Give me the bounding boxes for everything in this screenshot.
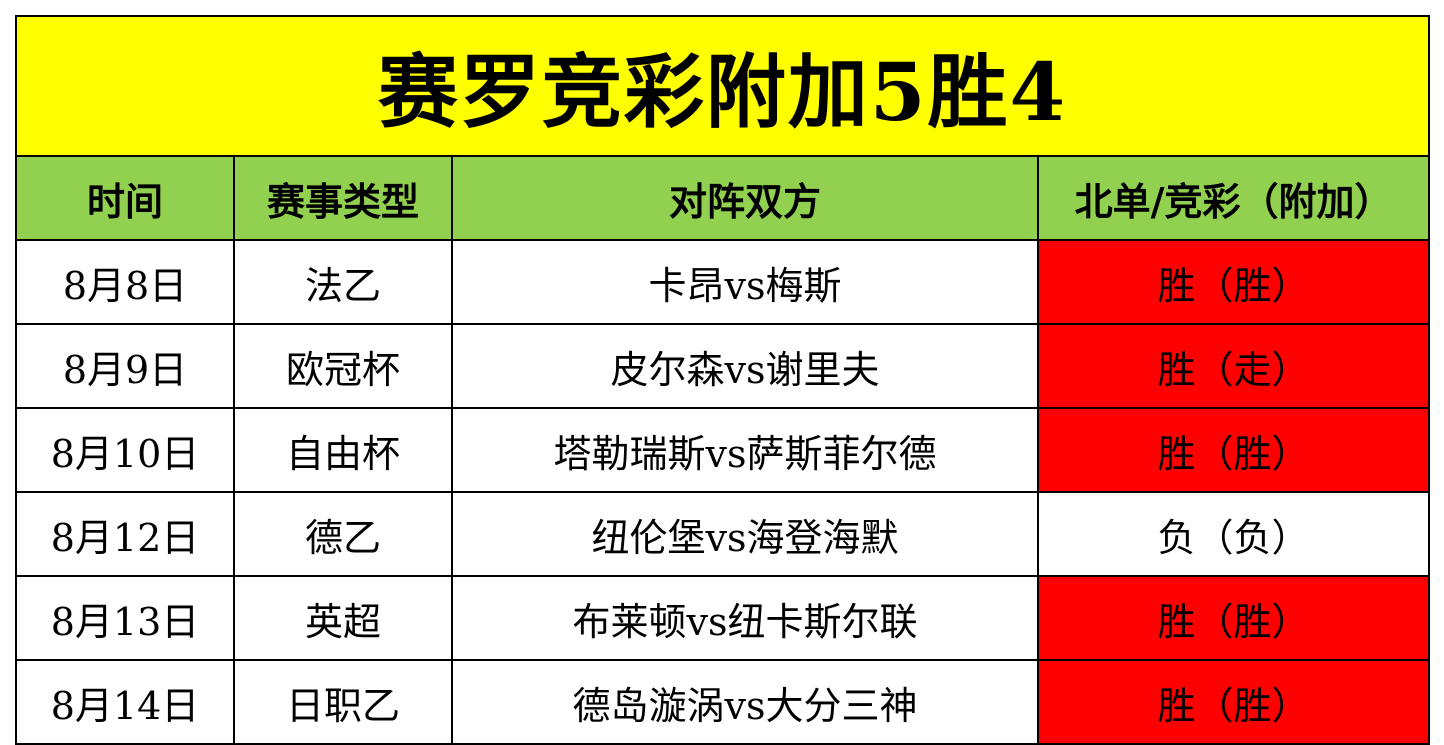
cell-time: 8月13日 — [15, 575, 235, 661]
cell-event-type: 欧冠杯 — [233, 323, 453, 409]
table-row: 8月13日 英超 布莱顿vs纽卡斯尔联 胜（胜） — [15, 575, 1431, 661]
header-row: 时间 赛事类型 对阵双方 北单/竞彩（附加） — [15, 155, 1431, 241]
cell-time: 8月14日 — [15, 659, 235, 745]
cell-time: 8月12日 — [15, 491, 235, 577]
cell-event-type: 英超 — [233, 575, 453, 661]
cell-result: 胜（胜） — [1036, 239, 1431, 325]
cell-result: 胜（走） — [1036, 323, 1431, 409]
cell-time: 8月9日 — [15, 323, 235, 409]
cell-result: 胜（胜） — [1036, 575, 1431, 661]
table-row: 8月12日 德乙 纽伦堡vs海登海默 负（负） — [15, 491, 1431, 577]
header-event-type: 赛事类型 — [233, 155, 453, 241]
cell-matchup: 卡昂vs梅斯 — [451, 239, 1039, 325]
table-row: 8月10日 自由杯 塔勒瑞斯vs萨斯菲尔德 胜（胜） — [15, 407, 1431, 493]
cell-result: 胜（胜） — [1036, 407, 1431, 493]
cell-result: 胜（胜） — [1036, 659, 1431, 745]
cell-event-type: 日职乙 — [233, 659, 453, 745]
table-row: 8月8日 法乙 卡昂vs梅斯 胜（胜） — [15, 239, 1431, 325]
header-matchup: 对阵双方 — [451, 155, 1039, 241]
table-row: 8月14日 日职乙 德岛漩涡vs大分三神 胜（胜） — [15, 659, 1431, 745]
cell-result: 负（负） — [1036, 491, 1431, 577]
cell-matchup: 布莱顿vs纽卡斯尔联 — [451, 575, 1039, 661]
cell-event-type: 法乙 — [233, 239, 453, 325]
header-time: 时间 — [15, 155, 235, 241]
table-row: 8月9日 欧冠杯 皮尔森vs谢里夫 胜（走） — [15, 323, 1431, 409]
cell-matchup: 纽伦堡vs海登海默 — [451, 491, 1039, 577]
cell-matchup: 皮尔森vs谢里夫 — [451, 323, 1039, 409]
cell-time: 8月8日 — [15, 239, 235, 325]
cell-matchup: 德岛漩涡vs大分三神 — [451, 659, 1039, 745]
cell-event-type: 德乙 — [233, 491, 453, 577]
cell-event-type: 自由杯 — [233, 407, 453, 493]
results-table: 赛罗竞彩附加5胜4 时间 赛事类型 对阵双方 北单/竞彩（附加） 8月8日 法乙… — [14, 15, 1431, 745]
cell-matchup: 塔勒瑞斯vs萨斯菲尔德 — [451, 407, 1039, 493]
header-result: 北单/竞彩（附加） — [1036, 155, 1431, 241]
title-row: 赛罗竞彩附加5胜4 — [14, 15, 1431, 157]
table-title: 赛罗竞彩附加5胜4 — [14, 15, 1431, 157]
cell-time: 8月10日 — [15, 407, 235, 493]
